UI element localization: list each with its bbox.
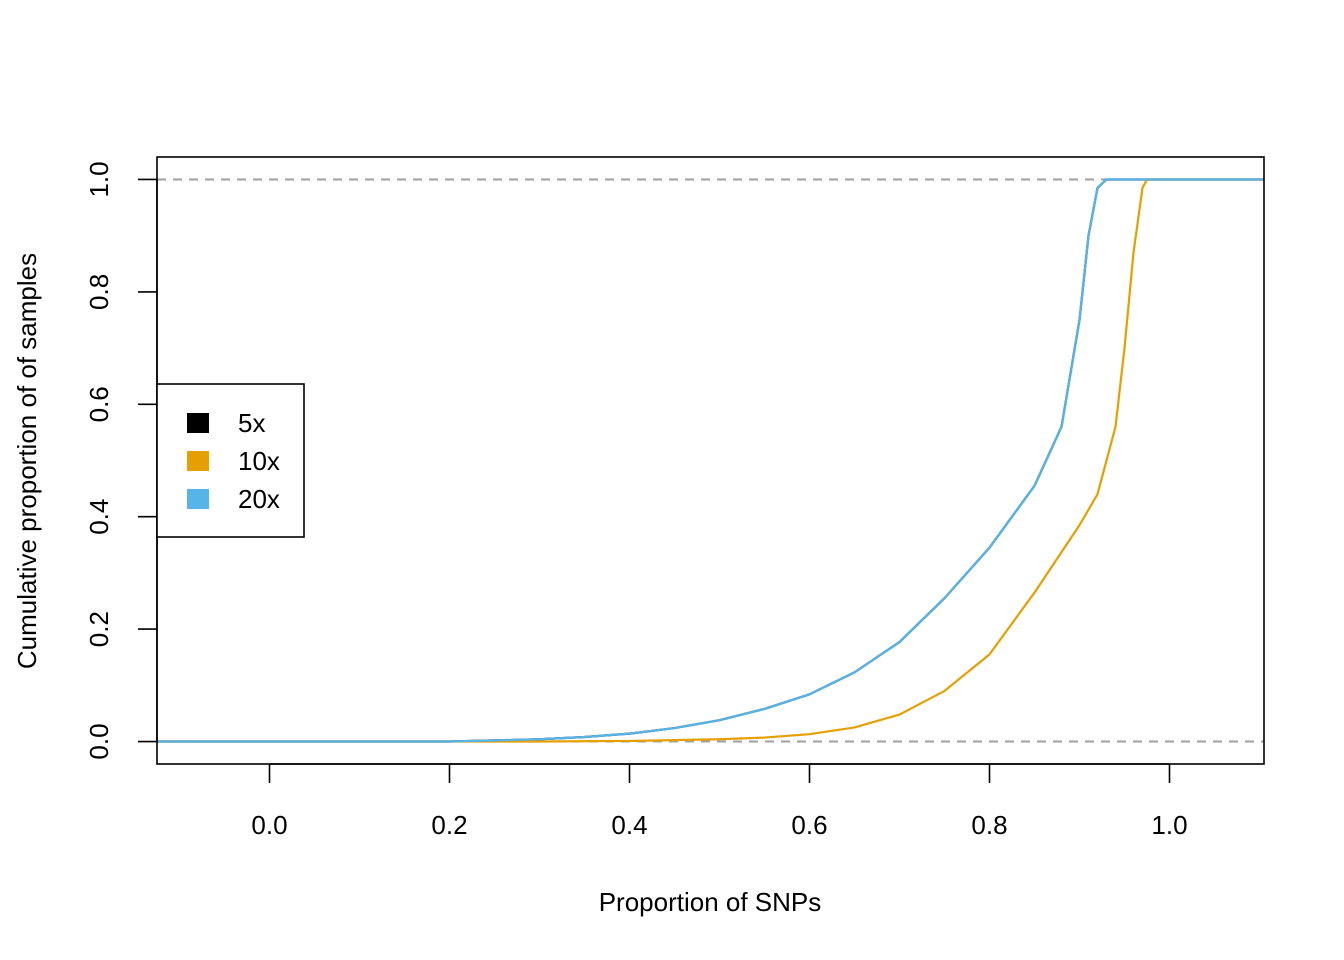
- series-lines: [157, 178, 1264, 743]
- x-tick-label-2: 0.4: [611, 810, 647, 840]
- y-axis-label: Cumulative proportion of of samples: [12, 253, 42, 669]
- x-tick-label-0: 0.0: [251, 810, 287, 840]
- x-tick-label-5: 1.0: [1151, 810, 1187, 840]
- series-line-20x: [157, 178, 1264, 743]
- legend-swatch-10x: [187, 451, 209, 471]
- y-tick-label-0: 0.0: [84, 723, 114, 759]
- y-tick-label-4: 0.8: [84, 274, 114, 310]
- y-tick-label-1: 0.2: [84, 611, 114, 647]
- x-tick-label-3: 0.6: [791, 810, 827, 840]
- legend-label-10x: 10x: [238, 446, 280, 476]
- legend: 5x 10x 20x: [156, 383, 305, 538]
- y-tick-label-3: 0.6: [84, 386, 114, 422]
- legend-label-5x: 5x: [238, 408, 265, 438]
- legend-box: [156, 383, 305, 538]
- y-tick-label-2: 0.4: [84, 499, 114, 535]
- legend-swatch-20x: [187, 489, 209, 509]
- series-line-10x: [157, 178, 1264, 743]
- x-axis: 0.0 0.2 0.4 0.6 0.8 1.0: [251, 763, 1188, 840]
- x-axis-label: Proportion of SNPs: [599, 887, 822, 917]
- x-tick-label-4: 0.8: [971, 810, 1007, 840]
- y-tick-label-5: 1.0: [84, 161, 114, 197]
- legend-swatch-5x: [187, 413, 209, 433]
- x-tick-label-1: 0.2: [431, 810, 467, 840]
- legend-label-20x: 20x: [238, 484, 280, 514]
